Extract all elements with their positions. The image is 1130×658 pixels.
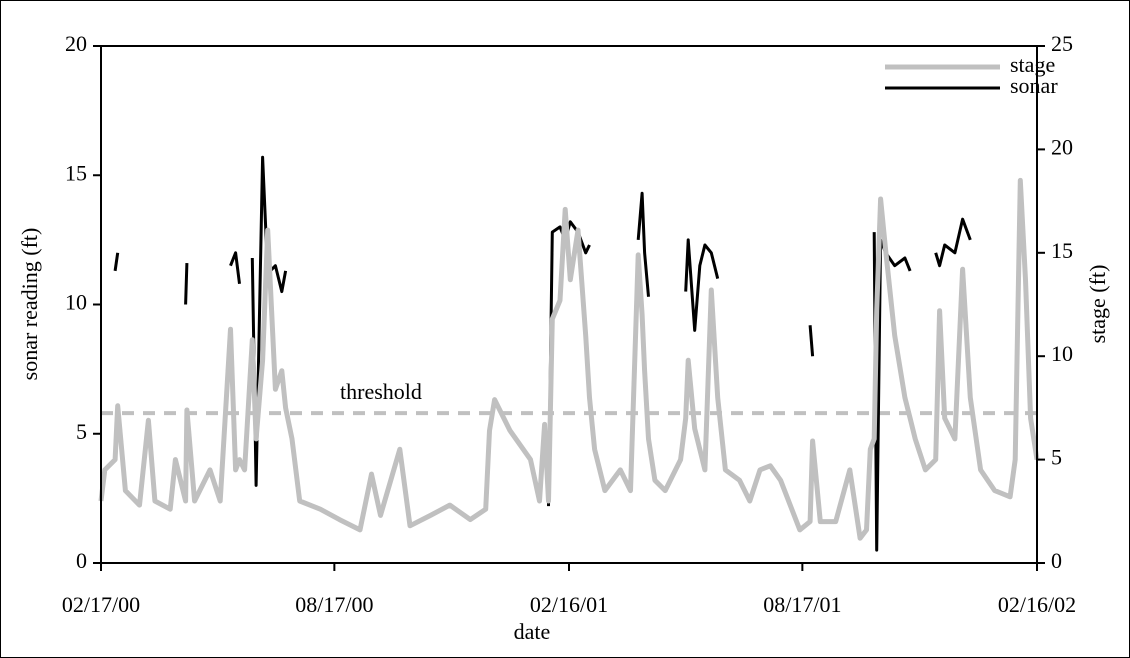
legend-label: stage: [1010, 52, 1055, 77]
y-tick-label: 0: [76, 548, 87, 573]
y2-tick-label: 5: [1051, 445, 1062, 470]
y2-tick-label: 15: [1051, 238, 1073, 263]
x-tick-label: 02/17/00: [62, 592, 140, 617]
y-tick-label: 10: [65, 290, 87, 315]
x-tick-label: 02/16/02: [998, 592, 1076, 617]
y-axis-title: sonar reading (ft): [17, 228, 42, 381]
y2-tick-label: 20: [1051, 134, 1073, 159]
series-line: [229, 251, 241, 284]
series-line: [636, 191, 650, 297]
y2-tick-label: 10: [1051, 341, 1073, 366]
series-line: [184, 263, 189, 305]
series-line: [98, 177, 1040, 541]
y2-tick-label: 25: [1051, 31, 1073, 56]
x-tick-label: 08/17/01: [763, 592, 841, 617]
series-line: [684, 238, 720, 332]
y-tick-label: 5: [76, 419, 87, 444]
legend-label: sonar: [1010, 73, 1058, 98]
y-tick-label: 15: [65, 160, 87, 185]
y2-axis-title: stage (ft): [1085, 265, 1110, 344]
threshold-label: threshold: [340, 379, 422, 404]
x-tick-label: 02/16/01: [530, 592, 608, 617]
y-tick-label: 20: [65, 31, 87, 56]
series-line: [113, 252, 120, 272]
y2-tick-label: 0: [1051, 548, 1062, 573]
series-line: [808, 325, 815, 357]
x-tick-label: 08/17/00: [295, 592, 373, 617]
x-axis-title: date: [514, 619, 551, 644]
series-line: [934, 217, 972, 268]
